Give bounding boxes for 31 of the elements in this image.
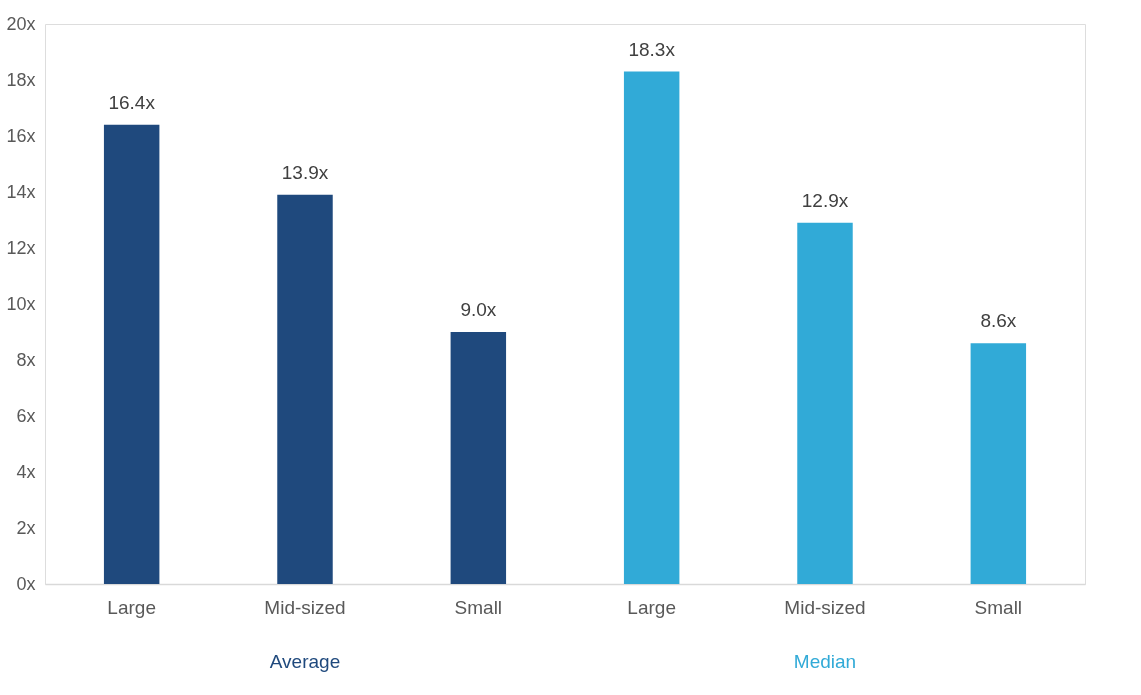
bar <box>277 194 333 584</box>
bar <box>103 124 160 584</box>
y-tick-label: 2x <box>16 517 36 538</box>
y-tick-label: 8x <box>16 349 36 370</box>
data-label: 12.9x <box>801 189 849 211</box>
data-label: 16.4x <box>108 91 156 113</box>
y-tick-label: 10x <box>6 293 36 314</box>
text: Average <box>269 651 341 672</box>
bar <box>623 71 680 584</box>
y-tick-label: 14x <box>6 181 36 202</box>
x-tick-label: Large <box>627 596 676 618</box>
x-tick-label: Large <box>107 596 156 618</box>
data-label: 18.3x <box>628 38 676 60</box>
bar <box>450 332 507 584</box>
x-tick-label: Small <box>454 596 503 618</box>
data-label: 9.0x <box>460 299 497 320</box>
y-tick-label: 6x <box>16 405 36 426</box>
x-tick-label: Mid-sized <box>264 596 346 618</box>
y-tick-label: 16x <box>6 125 36 146</box>
y-tick-label: 12x <box>6 237 36 258</box>
data-label: 8.6x <box>980 310 1017 332</box>
bar <box>970 343 1027 584</box>
y-tick-label: 18x <box>6 69 36 90</box>
bar <box>797 222 853 584</box>
y-tick-label: 0x <box>16 573 36 594</box>
data-label: 13.9x <box>281 161 329 183</box>
text: Median <box>793 651 857 672</box>
x-tick-label: Mid-sized <box>784 596 866 618</box>
y-tick-label: 4x <box>16 461 36 482</box>
y-tick-label: 20x <box>6 13 36 34</box>
x-tick-label: Small <box>974 596 1023 618</box>
